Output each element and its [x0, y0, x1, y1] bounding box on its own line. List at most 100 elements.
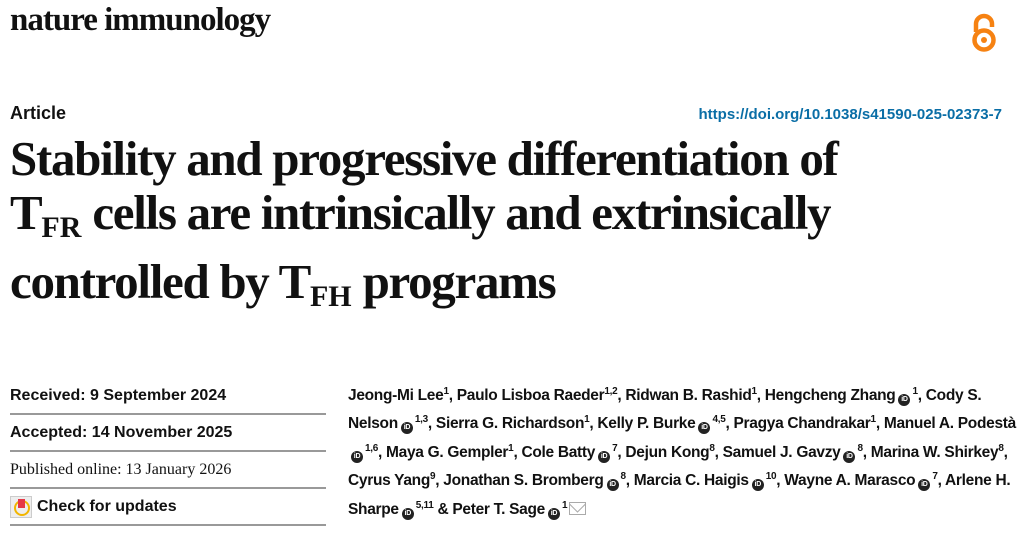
orcid-icon[interactable]: iD — [401, 507, 414, 520]
orcid-icon[interactable]: iD — [751, 479, 764, 492]
author[interactable]: Sierra G. Richardson1 — [435, 414, 590, 433]
affiliation-number: 8 — [620, 471, 627, 483]
author[interactable]: Cody S. Nelson iD1,3 — [348, 387, 982, 435]
author[interactable]: Paulo Lisboa Raeder1,2 — [456, 386, 618, 404]
separator: & — [433, 500, 453, 518]
author-name[interactable]: Pragya Chandrakar — [733, 415, 871, 433]
email-icon[interactable] — [569, 501, 587, 515]
title-subscript-fr: FR — [41, 211, 82, 244]
author[interactable]: Marina W. Shirkey8 — [870, 443, 1004, 461]
title-line-2: cells are intrinsically and extrinsicall… — [81, 185, 831, 240]
author-name[interactable]: Cole Batty — [521, 443, 596, 461]
author-name[interactable]: Dejun Kong — [625, 443, 710, 461]
author[interactable]: Pragya Chandrakar1 — [733, 414, 877, 433]
affiliation-number: 9 — [430, 471, 436, 483]
separator: , — [617, 387, 626, 404]
check-for-updates-label: Check for updates — [37, 497, 177, 515]
author[interactable]: Dejun Kong8 — [625, 442, 715, 461]
affiliation-number: 1 — [443, 386, 449, 397]
orcid-icon[interactable]: iD — [698, 422, 711, 435]
author-name[interactable]: Samuel J. Gavzy — [722, 443, 841, 461]
title-subscript-fh: FH — [309, 280, 352, 313]
affiliation-number: 1,6 — [365, 442, 379, 454]
affiliation-number: 1 — [508, 442, 514, 454]
separator: , — [756, 387, 765, 404]
doi-link[interactable]: https://doi.org/10.1038/s41590-025-02373… — [698, 106, 1003, 123]
author-name[interactable]: Ridwan B. Rashid — [625, 387, 752, 404]
affiliation-number: 5,11 — [415, 499, 434, 511]
author-name[interactable]: Cody S. Nelson — [348, 387, 982, 433]
author[interactable]: Jeong-Mi Lee1 — [348, 386, 449, 404]
author[interactable]: Samuel J. Gavzy iD8 — [722, 442, 863, 463]
author-name[interactable]: Manuel A. Podestà — [883, 415, 1016, 433]
accepted-date: Accepted: 14 November 2025 — [10, 415, 326, 452]
title-line-3: controlled by T — [10, 254, 311, 309]
affiliation-number: 1 — [584, 414, 590, 426]
author-name[interactable]: Maya G. Gempler — [386, 443, 509, 461]
separator: , — [714, 443, 723, 461]
separator: , — [617, 443, 626, 461]
affiliation-number: 10 — [765, 471, 777, 483]
author[interactable]: Hengcheng Zhang iD1 — [764, 386, 918, 406]
affiliation-number: 1 — [561, 499, 568, 511]
author-list: Jeong-Mi Lee1, Paulo Lisboa Raeder1,2, R… — [348, 380, 1018, 522]
affiliation-number: 1 — [870, 414, 877, 426]
orcid-icon[interactable]: iD — [547, 507, 560, 520]
affiliation-number: 1 — [751, 386, 758, 397]
affiliation-number: 4,5 — [712, 414, 726, 426]
received-date: Received: 9 September 2024 — [10, 378, 326, 415]
author-name[interactable]: Jonathan S. Bromberg — [443, 472, 604, 490]
orcid-icon[interactable]: iD — [598, 450, 611, 463]
author-name[interactable]: Arlene H. Sharpe — [348, 472, 1011, 518]
author[interactable]: Wayne A. Marasco iD7 — [784, 471, 938, 492]
orcid-icon[interactable]: iD — [898, 394, 911, 406]
author[interactable]: Kelly P. Burke iD4,5 — [597, 414, 726, 435]
author-name[interactable]: Jeong-Mi Lee — [348, 387, 444, 404]
affiliation-number: 1,3 — [414, 414, 428, 426]
author-name[interactable]: Paulo Lisboa Raeder — [456, 387, 605, 404]
published-date: Published online: 13 January 2026 — [10, 452, 326, 489]
article-title: Stability and progressive differentiatio… — [10, 132, 839, 324]
affiliation-number: 1,2 — [604, 386, 618, 397]
orcid-icon[interactable]: iD — [918, 479, 931, 492]
affiliation-number: 8 — [857, 442, 863, 454]
author[interactable]: Peter T. Sage iD1 — [452, 499, 587, 520]
separator: , — [378, 443, 387, 461]
author-name[interactable]: Wayne A. Marasco — [784, 472, 916, 490]
author-name[interactable]: Kelly P. Burke — [597, 415, 696, 433]
separator: , — [625, 472, 634, 490]
author-name[interactable]: Peter T. Sage — [452, 500, 545, 518]
separator: , — [448, 387, 457, 404]
separator: , — [589, 415, 598, 433]
separator: , — [1003, 443, 1008, 461]
separator: , — [725, 415, 734, 433]
orcid-icon[interactable]: iD — [351, 450, 363, 463]
author[interactable]: Maya G. Gempler1 — [386, 442, 514, 461]
author[interactable]: Cyrus Yang9 — [348, 471, 436, 490]
author-name[interactable]: Cyrus Yang — [348, 472, 431, 490]
author[interactable]: Marcia C. Haigis iD10 — [633, 471, 777, 492]
title-t: T — [10, 185, 43, 240]
affiliation-number: 1 — [912, 386, 918, 397]
affiliation-number: 7 — [932, 471, 938, 483]
orcid-icon[interactable]: iD — [606, 479, 619, 492]
author-name[interactable]: Sierra G. Richardson — [435, 415, 585, 433]
orcid-icon[interactable]: iD — [843, 450, 856, 463]
journal-logo[interactable]: nature immunology — [10, 2, 271, 38]
author-name[interactable]: Hengcheng Zhang — [764, 387, 896, 404]
check-for-updates-button[interactable]: Check for updates — [10, 489, 326, 526]
article-type: Article — [10, 103, 67, 123]
author[interactable]: Arlene H. Sharpe iD5,11 — [348, 472, 1011, 520]
orcid-icon[interactable]: iD — [400, 422, 413, 435]
separator: , — [862, 443, 871, 461]
title-line-3-end: programs — [351, 254, 557, 309]
author-name[interactable]: Marcia C. Haigis — [633, 472, 749, 490]
author[interactable]: Manuel A. PodestàiD1,6 — [348, 415, 1016, 463]
separator: , — [513, 443, 522, 461]
author-name[interactable]: Marina W. Shirkey — [870, 443, 999, 461]
author[interactable]: Ridwan B. Rashid1 — [625, 386, 758, 404]
dates-panel: Received: 9 September 2024 Accepted: 14 … — [10, 378, 326, 526]
affiliation-number: 8 — [709, 442, 715, 454]
author[interactable]: Cole Batty iD7 — [521, 443, 618, 463]
author[interactable]: Jonathan S. Bromberg iD8 — [443, 471, 627, 492]
